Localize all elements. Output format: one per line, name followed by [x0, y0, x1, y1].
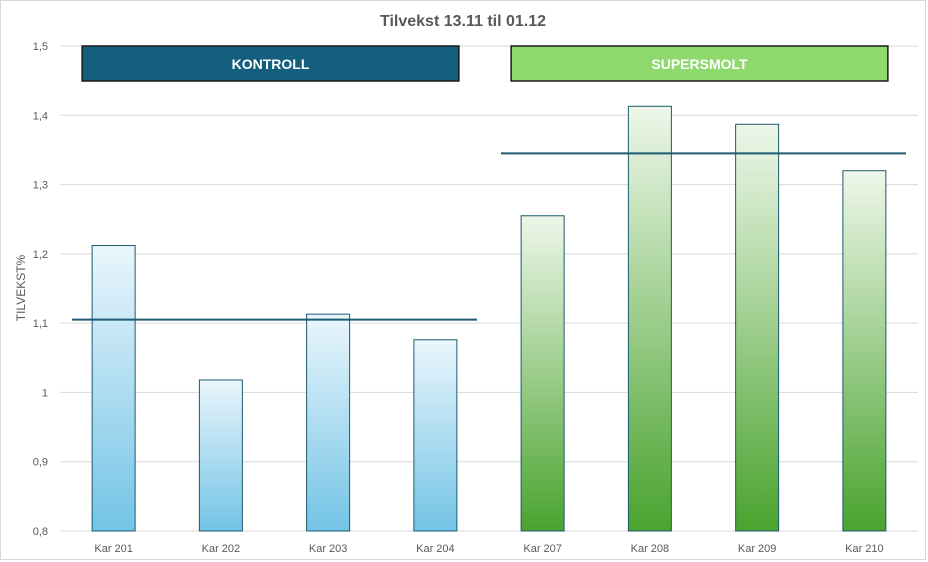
x-tick-label: Kar 201	[94, 543, 133, 555]
y-axis-label: TILVEKST%	[14, 254, 28, 321]
x-tick-label: Kar 207	[523, 543, 562, 555]
bar-kar-208	[627, 105, 672, 532]
x-tick-label: Kar 203	[309, 543, 348, 555]
y-tick-label: 1,3	[33, 180, 48, 192]
x-tick-label: Kar 202	[202, 543, 241, 555]
group-box-kontroll	[81, 45, 460, 82]
bar-kar-207	[520, 215, 565, 532]
x-tick-label: Kar 210	[845, 543, 884, 555]
group-label-kontroll: KONTROLL	[232, 56, 310, 72]
x-tick-label: Kar 209	[738, 543, 777, 555]
y-tick-label: 1,4	[33, 110, 48, 122]
group-box-supersmolt	[510, 45, 889, 82]
group-boxes: KONTROLL SUPERSMOLT	[81, 45, 889, 82]
bar-kar-209	[735, 123, 780, 532]
y-tick-label: 1,1	[33, 318, 48, 330]
group-label-supersmolt: SUPERSMOLT	[651, 56, 748, 72]
average-lines	[72, 152, 906, 321]
bar-kar-203	[306, 313, 351, 532]
x-tick-label: Kar 208	[631, 543, 670, 555]
bar-kar-201	[91, 245, 136, 532]
y-tick-label: 1	[42, 387, 48, 399]
gridlines	[60, 45, 918, 532]
bar-kar-210	[842, 170, 887, 532]
bar-kar-202	[198, 379, 243, 532]
chart-title: Tilvekst 13.11 til 01.12	[380, 13, 546, 30]
y-tick-label: 0,8	[33, 526, 48, 538]
axis-ticks: 0,8 0,9 1 1,1 1,2 1,3 1,4 1,5 Kar 201 Kar 202 Kar …	[33, 41, 884, 555]
bars	[91, 105, 887, 532]
y-tick-label: 1,2	[33, 249, 48, 261]
bar-kar-204	[413, 339, 458, 532]
y-tick-label: 0,9	[33, 457, 48, 469]
y-tick-label: 1,5	[33, 41, 48, 53]
x-tick-label: Kar 204	[416, 543, 455, 555]
